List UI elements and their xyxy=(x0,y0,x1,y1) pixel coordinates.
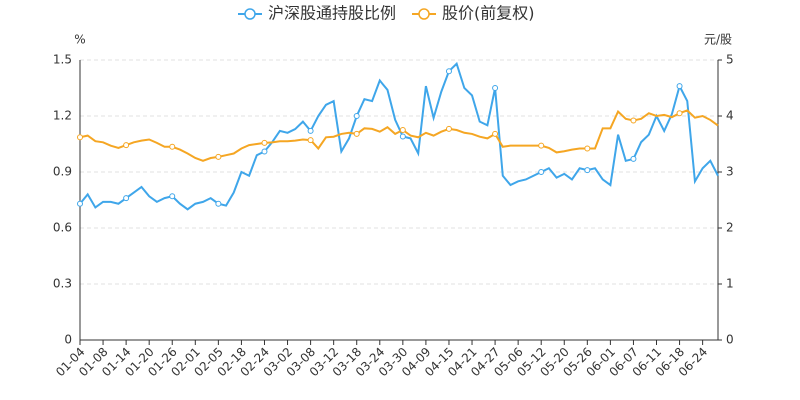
y-tick-label: 0.6 xyxy=(53,221,72,235)
point-marker xyxy=(353,113,360,119)
y2-axis-unit: 元/股 xyxy=(704,33,732,47)
point-marker xyxy=(123,195,130,202)
y2-tick-label: 2 xyxy=(726,221,734,235)
y2-tick-label: 5 xyxy=(726,53,734,67)
point-marker xyxy=(353,130,360,137)
point-marker xyxy=(630,117,637,124)
point-marker xyxy=(445,68,452,75)
point-marker xyxy=(307,137,314,144)
point-marker xyxy=(77,200,83,207)
legend: 沪深股通持股比例 股价(前复权) xyxy=(238,4,535,23)
point-marker xyxy=(492,85,499,91)
series-line xyxy=(79,109,719,162)
point-marker xyxy=(676,83,683,90)
point-marker xyxy=(399,127,406,133)
point-marker xyxy=(445,125,452,132)
y-axis-unit: % xyxy=(74,33,85,47)
point-marker xyxy=(538,169,545,175)
y-tick-label: 0.9 xyxy=(53,165,72,179)
point-marker xyxy=(215,200,222,207)
point-marker xyxy=(538,142,545,149)
legend-marker xyxy=(418,8,430,20)
point-marker xyxy=(584,145,591,152)
point-marker xyxy=(261,139,268,146)
point-marker xyxy=(399,133,406,140)
y-tick-label: 1.2 xyxy=(53,109,72,123)
point-marker xyxy=(307,127,314,134)
y-tick-label: 1.5 xyxy=(53,53,72,67)
point-marker xyxy=(215,153,222,160)
legend-marker xyxy=(244,8,256,20)
legend-label: 股价(前复权) xyxy=(442,4,535,23)
legend-label: 沪深股通持股比例 xyxy=(268,4,396,23)
point-marker xyxy=(630,155,637,162)
y-tick-label: 0.3 xyxy=(53,277,72,291)
point-marker xyxy=(169,143,176,150)
point-marker xyxy=(492,130,499,137)
y2-tick-label: 4 xyxy=(726,109,734,123)
point-marker xyxy=(676,110,683,117)
y2-tick-label: 0 xyxy=(726,333,734,347)
point-marker xyxy=(169,193,176,200)
y2-tick-label: 1 xyxy=(726,277,734,291)
y-tick-label: 0 xyxy=(64,333,72,347)
y2-tick-label: 3 xyxy=(726,165,734,179)
point-marker xyxy=(123,142,130,149)
point-marker xyxy=(77,134,83,141)
point-marker xyxy=(584,167,591,174)
point-marker xyxy=(261,148,268,155)
series-line xyxy=(79,61,719,211)
